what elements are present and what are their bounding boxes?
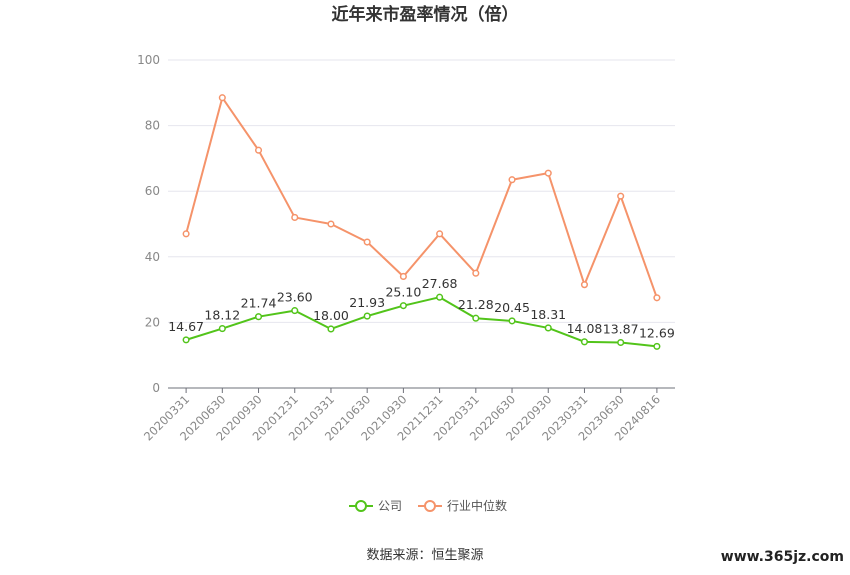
data-label: 13.87 bbox=[603, 322, 639, 337]
series-line bbox=[185, 296, 657, 348]
data-label: 21.93 bbox=[349, 295, 385, 310]
data-point bbox=[182, 230, 190, 238]
data-point bbox=[508, 176, 516, 184]
data-point bbox=[580, 338, 589, 346]
data-label: 14.67 bbox=[168, 319, 204, 334]
y-tick-label: 80 bbox=[145, 119, 160, 133]
data-label: 20.45 bbox=[494, 300, 530, 315]
data-label: 21.74 bbox=[241, 296, 277, 311]
data-label: 27.68 bbox=[422, 276, 458, 291]
y-tick-label: 40 bbox=[145, 250, 160, 264]
y-axis: 0 20 40 60 80 100 bbox=[137, 53, 160, 395]
data-label: 18.12 bbox=[204, 308, 240, 323]
data-point bbox=[327, 325, 335, 333]
y-tick-label: 20 bbox=[145, 315, 160, 329]
watermark: www.365jz.com bbox=[721, 549, 844, 565]
data-source: 数据来源：恒生聚源 bbox=[366, 548, 483, 563]
data-point bbox=[254, 146, 263, 154]
data-point bbox=[617, 192, 625, 200]
data-point bbox=[327, 220, 335, 228]
series-industry-median bbox=[182, 94, 661, 302]
data-point bbox=[399, 272, 407, 281]
data-label: 18.00 bbox=[313, 308, 349, 323]
legend[interactable]: 公司 行业中位数 bbox=[349, 498, 507, 513]
data-point bbox=[436, 230, 444, 238]
legend-marker bbox=[355, 500, 367, 512]
data-label: 14.08 bbox=[567, 321, 603, 336]
legend-label: 行业中位数 bbox=[447, 498, 507, 513]
y-tick-label: 0 bbox=[152, 381, 160, 395]
data-point bbox=[436, 293, 444, 301]
data-point bbox=[617, 338, 625, 347]
data-point bbox=[653, 294, 661, 302]
data-label: 23.60 bbox=[277, 290, 313, 305]
legend-item-company[interactable]: 公司 bbox=[349, 499, 402, 513]
data-point bbox=[291, 213, 299, 221]
data-label: 18.31 bbox=[530, 307, 566, 322]
y-tick-label: 60 bbox=[145, 184, 160, 198]
legend-item-industry-median[interactable]: 行业中位数 bbox=[418, 498, 507, 513]
legend-marker bbox=[424, 500, 436, 512]
data-label: 21.28 bbox=[458, 297, 494, 312]
data-point bbox=[544, 169, 552, 177]
data-point bbox=[218, 94, 226, 102]
grid bbox=[168, 59, 675, 323]
x-axis: 2020033120200630202009302020123120210331… bbox=[141, 387, 675, 444]
series-line bbox=[185, 96, 658, 299]
data-point bbox=[653, 342, 661, 350]
y-tick-label: 100 bbox=[137, 53, 160, 67]
data-point bbox=[472, 314, 480, 322]
data-label: 12.69 bbox=[639, 325, 675, 340]
data-point bbox=[218, 325, 226, 333]
data-point bbox=[472, 269, 480, 277]
data-point bbox=[544, 324, 552, 332]
data-point bbox=[508, 317, 516, 325]
chart-title: 近年来市盈率情况（倍） bbox=[332, 4, 519, 25]
data-label: 25.10 bbox=[385, 285, 421, 300]
data-point bbox=[291, 307, 299, 315]
data-point bbox=[363, 312, 371, 320]
data-point bbox=[254, 313, 263, 321]
data-point bbox=[363, 238, 371, 246]
data-point bbox=[399, 302, 407, 310]
legend-label: 公司 bbox=[378, 499, 402, 513]
data-point bbox=[182, 336, 190, 344]
data-point bbox=[580, 281, 589, 289]
